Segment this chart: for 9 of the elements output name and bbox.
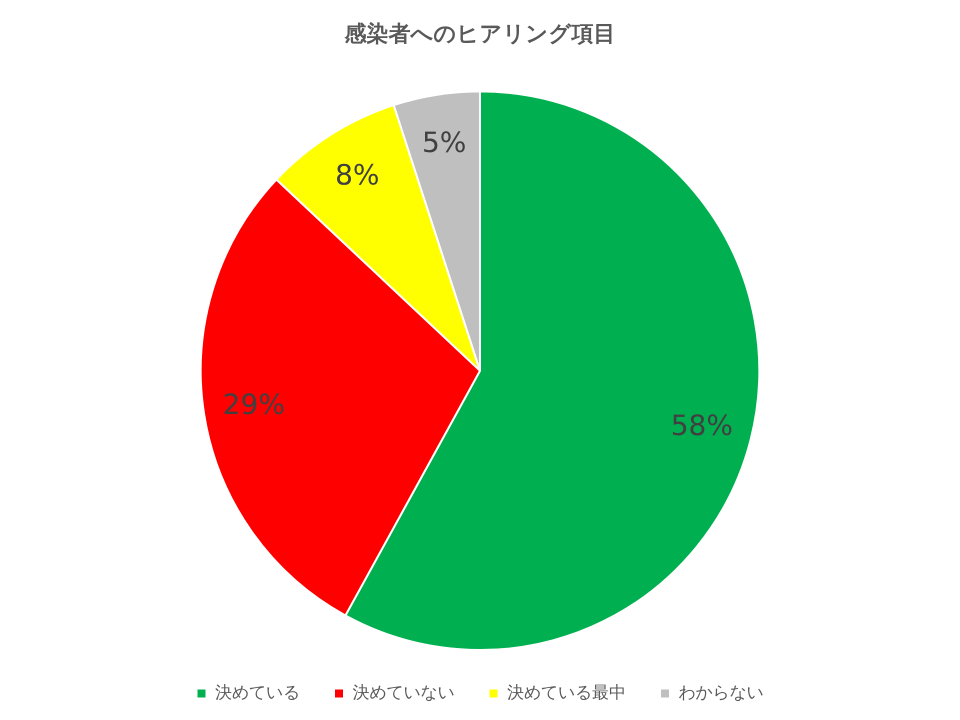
chart-title: 感染者へのヒアリング項目: [344, 20, 616, 47]
data-label: 5%: [422, 126, 466, 159]
data-label: 58%: [670, 408, 733, 442]
data-label: 8%: [335, 158, 380, 192]
legend-label: 決めていない: [352, 682, 454, 703]
data-label: 29%: [222, 388, 285, 421]
legend-label: 決めている最中: [507, 682, 626, 703]
legend-label: 決めている: [215, 682, 300, 703]
legend-label: わからない: [678, 682, 764, 703]
